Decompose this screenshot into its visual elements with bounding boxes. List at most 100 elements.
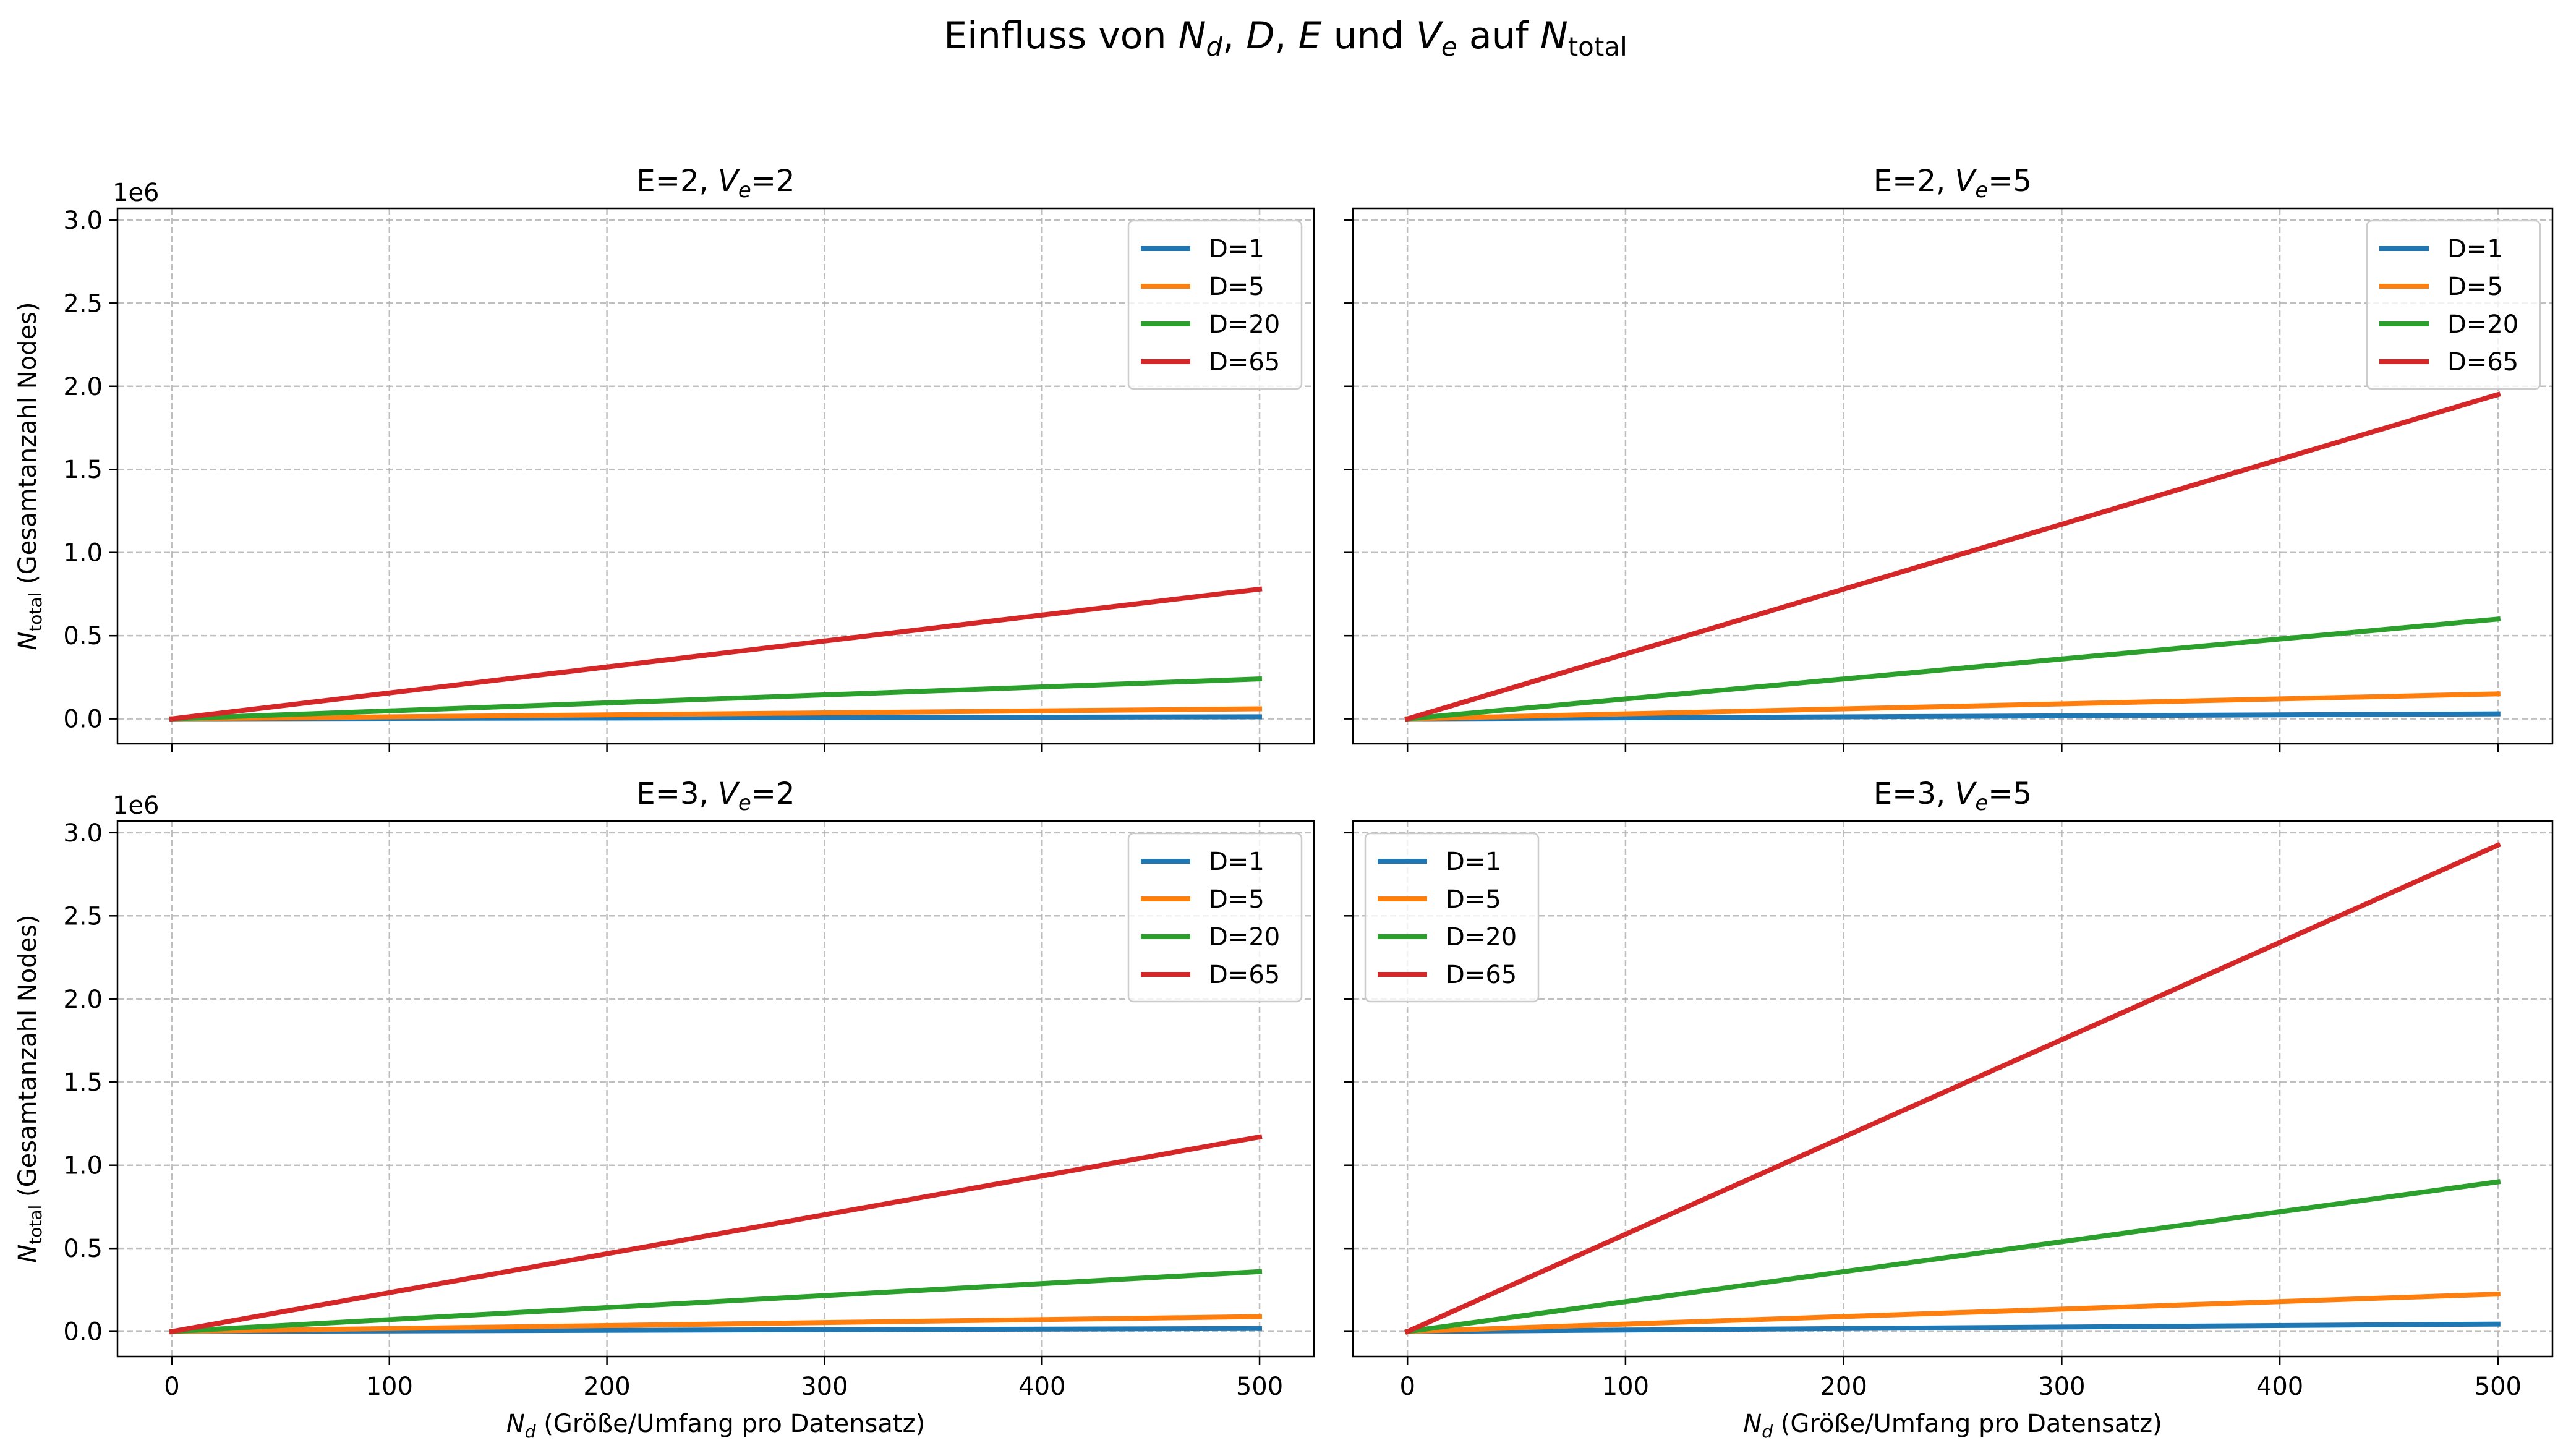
y-tick-label: 2.5 (63, 902, 103, 930)
axes-frame (116, 820, 1315, 1358)
title-text: E=3, (636, 777, 718, 811)
axes-frame (116, 207, 1315, 745)
legend: D=1 D=5 D=20 D=65 (2366, 219, 2541, 390)
axes-frame (1352, 820, 2554, 1358)
series-line-d-1 (1405, 1321, 2501, 1334)
y-tick-label: 0.5 (63, 622, 103, 650)
subplot-title: E=2, Ve=5 (1874, 164, 2032, 203)
legend-label: D=5 (1209, 885, 1264, 914)
x-tick-label: 300 (801, 1373, 848, 1401)
y-label-var: N (14, 1245, 42, 1263)
title-var: V (1955, 164, 1977, 198)
y-axis-label: Ntotal (Gesamtanzahl Nodes) (14, 302, 46, 650)
series-line-d-20 (1404, 1179, 2501, 1335)
title-value: =2 (751, 777, 795, 811)
subplot-4: 0 100 200 300 400 500 E=3, Ve=5 Nd (Größe/Umfan… (1344, 777, 2554, 1442)
x-tick-label: 200 (583, 1373, 630, 1401)
legend-label: D=1 (2447, 235, 2503, 263)
title-var-sub: e (738, 791, 751, 815)
y-tick-label: 2.5 (63, 289, 103, 318)
series-line-d-65 (169, 586, 1263, 722)
legend-frame (1127, 219, 1303, 390)
x-tick-label: 0 (1399, 1373, 1415, 1401)
y-tick-label: 0.0 (63, 705, 103, 734)
title-var: V (718, 164, 740, 198)
subplot-title: E=3, Ve=2 (636, 777, 795, 815)
legend-label: D=5 (1209, 273, 1264, 301)
x-tick-label: 100 (366, 1373, 413, 1401)
legend-label: D=65 (1446, 961, 1517, 989)
title-value: =5 (1988, 164, 2032, 198)
x-tick-label: 300 (2038, 1373, 2085, 1401)
x-label-sub: d (525, 1421, 536, 1442)
x-label-sub: d (1762, 1421, 1773, 1442)
y-tick-label: 0.0 (63, 1318, 103, 1347)
x-label-var: N (1743, 1410, 1762, 1438)
title-value: =5 (1988, 777, 2032, 811)
y-tick-label: 3.0 (63, 819, 103, 848)
series-line-d-1 (1405, 711, 2501, 722)
legend-label: D=65 (1209, 348, 1280, 377)
series-line-d-5 (169, 1314, 1263, 1334)
title-text: E=3, (1874, 777, 1955, 811)
y-tick-label: 1.0 (63, 539, 103, 568)
x-tick-label: 500 (1236, 1373, 1283, 1401)
y-label-var: N (14, 632, 42, 650)
series-line-d-65 (169, 1134, 1263, 1335)
legend-label: D=5 (2447, 273, 2503, 301)
y-offset-label: 1e6 (113, 179, 160, 207)
series-line-d-20 (1404, 616, 2501, 722)
legend-label: D=20 (2447, 310, 2518, 339)
series-line-d-20 (169, 676, 1263, 722)
legend: D=1 D=5 D=20 D=65 (1127, 219, 1303, 390)
x-tick-label: 0 (164, 1373, 179, 1401)
series-line-d-5 (1405, 691, 2501, 722)
series-line-d-65 (1404, 841, 2502, 1335)
subplot-title: E=3, Ve=5 (1874, 777, 2032, 815)
x-label-text: (Größe/Umfang pro Datensatz) (536, 1410, 926, 1438)
axes-frame (1352, 207, 2554, 745)
title-var: V (1955, 777, 1977, 811)
title-var-sub: e (1975, 178, 1988, 203)
subplot-3: 0 100 200 300 400 500 0.0 0.5 1.0 1.5 2.0 2.5 3.0 1e6… (14, 777, 1315, 1442)
series-line-d-65 (1404, 391, 2501, 722)
subplot-1: 0.0 0.5 1.0 1.5 2.0 2.5 3.0 1e6 E=2, Ve=2 Ntotal … (14, 164, 1315, 752)
title-text: E=2, (636, 164, 718, 198)
title-text: E=2, (1874, 164, 1955, 198)
subplot-title: E=2, Ve=2 (636, 164, 795, 203)
y-label-text: (Gesamtanzahl Nodes) (14, 302, 42, 592)
legend-label: D=1 (1209, 235, 1264, 263)
legend-label: D=20 (1209, 310, 1280, 339)
legend-frame (1364, 832, 1540, 1003)
x-tick-label: 400 (2256, 1373, 2303, 1401)
plot-area (117, 821, 1314, 1356)
y-tick-label: 3.0 (63, 206, 103, 235)
legend-label: D=20 (1209, 923, 1280, 952)
series-line-d-20 (169, 1269, 1263, 1334)
y-tick-label: 1.5 (63, 1068, 103, 1097)
legend: D=1 D=5 D=20 D=65 (1127, 832, 1303, 1003)
x-tick-label: 400 (1018, 1373, 1065, 1401)
y-offset-label: 1e6 (113, 791, 160, 820)
x-tick-label: 200 (1820, 1373, 1867, 1401)
legend-label: D=1 (1209, 848, 1264, 876)
y-tick-label: 2.0 (63, 986, 103, 1014)
x-label-var: N (506, 1410, 525, 1438)
y-tick-label: 0.5 (63, 1235, 103, 1263)
x-axis-label: Nd (Größe/Umfang pro Datensatz) (506, 1410, 925, 1442)
subplot-2: E=2, Ve=5 D=1 D=5 D=20 D=65 (1344, 164, 2554, 752)
y-tick-label: 1.0 (63, 1152, 103, 1180)
plot-area (1353, 208, 2552, 744)
y-tick-label: 2.0 (63, 373, 103, 401)
title-var-sub: e (738, 178, 751, 203)
x-axis-label: Nd (Größe/Umfang pro Datensatz) (1743, 1410, 2162, 1442)
y-tick-label: 1.5 (63, 456, 103, 484)
legend-label: D=65 (1209, 961, 1280, 989)
x-tick-label: 100 (1602, 1373, 1649, 1401)
title-var-sub: e (1975, 791, 1988, 815)
y-label-sub: total (25, 592, 46, 632)
legend: D=1 D=5 D=20 D=65 (1364, 832, 1540, 1003)
figure-title: Einfluss von Nd, D, E und Ve auf Ntotal (944, 14, 1627, 62)
